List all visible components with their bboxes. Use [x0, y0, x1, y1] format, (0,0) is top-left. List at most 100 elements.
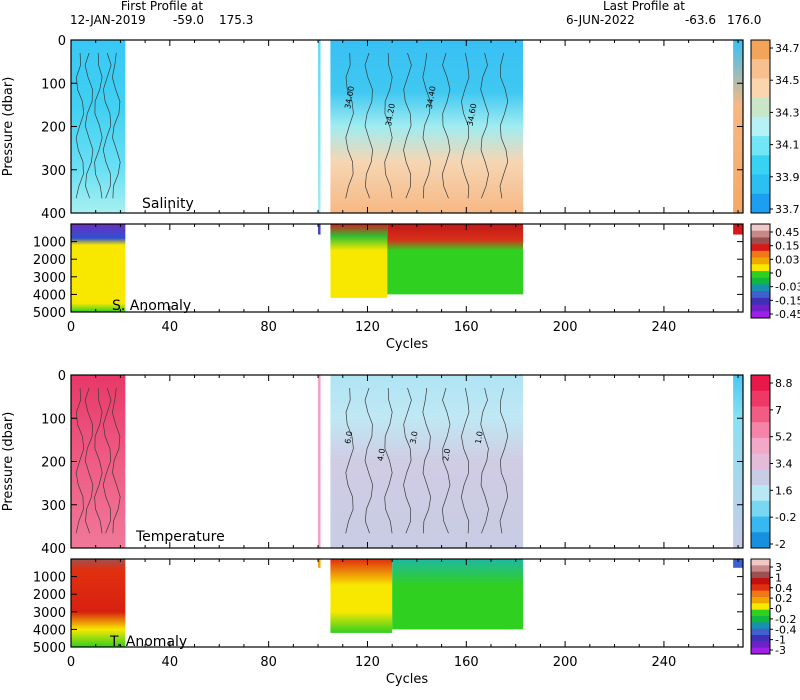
- y-tick-label: 0: [58, 369, 66, 384]
- y-tick-label: 200: [41, 456, 66, 471]
- y-tick-label: 2000: [33, 253, 66, 268]
- colorbar-swatch: [751, 230, 770, 238]
- colorbar-swatch: [751, 590, 770, 598]
- colorbar-swatch: [751, 390, 770, 407]
- y-tick-label: 1000: [33, 571, 66, 586]
- y-tick-label: 300: [41, 499, 66, 514]
- colorbar-swatch: [751, 453, 770, 470]
- contour-line: [422, 387, 432, 534]
- first-profile-lat: -59.0: [173, 13, 204, 27]
- x-tick-label: 200: [553, 655, 578, 670]
- colorbar-label: 5.2: [775, 431, 793, 444]
- salinity-anomaly-segment: [387, 224, 524, 295]
- colorbar-swatch: [751, 277, 770, 285]
- colorbar-label: 0.45: [775, 226, 800, 239]
- contour-line: [364, 387, 374, 534]
- colorbar-label: 0: [775, 603, 782, 616]
- colorbar-swatch: [751, 532, 770, 549]
- colorbar-label: -0.4: [775, 623, 796, 636]
- contour-line: [422, 52, 432, 199]
- colorbar-label: -1: [775, 634, 786, 647]
- colorbar-swatch: [751, 264, 770, 272]
- y-tick-label: 200: [41, 121, 66, 136]
- colorbar-label: 34.7: [775, 42, 800, 55]
- x-tick-label: 0: [67, 655, 75, 670]
- y-tick-label: 3000: [33, 606, 66, 621]
- colorbar-label: 0.15: [775, 240, 800, 253]
- colorbar-label: -0.15: [775, 294, 800, 307]
- contour-line: [84, 52, 94, 199]
- x-tick-label: 80: [260, 320, 277, 335]
- y-tick-label: 3000: [33, 271, 66, 286]
- first-profile-date: 12-JAN-2019: [70, 13, 146, 27]
- contour-line: [403, 387, 412, 534]
- colorbar-swatch: [751, 616, 770, 623]
- temperature-anomaly-segment: [330, 559, 393, 633]
- x-tick-label: 80: [260, 655, 277, 670]
- colorbar-label: 3: [775, 561, 782, 574]
- colorbar-swatch: [751, 647, 770, 655]
- colorbar-label: 0.4: [775, 582, 793, 595]
- colorbar-label: 34.1: [775, 139, 800, 152]
- colorbar-label: 34.5: [775, 74, 800, 87]
- colorbar-swatch: [751, 635, 770, 642]
- salinity-segment: [330, 40, 524, 213]
- colorbar-swatch: [751, 500, 770, 518]
- contour-line: [102, 52, 112, 199]
- colorbar-swatch: [751, 597, 770, 604]
- colorbar-frame: [750, 39, 771, 214]
- y-tick-label: 1000: [33, 236, 66, 251]
- colorbar-swatch: [751, 284, 770, 292]
- colorbar-label: 0.2: [775, 592, 793, 605]
- colorbar-swatch: [751, 193, 770, 214]
- colorbar-swatch: [751, 469, 770, 486]
- panels: 34.0034.2034.4034.600100200300400Pressur…: [1, 34, 800, 687]
- colorbar-swatch: [751, 375, 770, 392]
- last-profile-lat: -63.6: [685, 13, 716, 27]
- colorbar-swatch: [751, 516, 770, 533]
- temperature-anomaly-segment: [318, 559, 321, 568]
- colorbar-label: 33.7: [775, 203, 800, 216]
- colorbar-frame: [750, 223, 771, 319]
- contour-line: [111, 387, 121, 534]
- colorbar-swatch: [751, 250, 770, 259]
- contour-label: 2.0: [441, 448, 452, 462]
- colorbar-frame: [750, 558, 771, 655]
- colorbar-swatch: [751, 174, 770, 195]
- y-tick-label: 400: [41, 207, 66, 222]
- colorbar-swatch: [751, 603, 770, 611]
- contour-line: [441, 52, 451, 199]
- colorbar-swatch: [751, 257, 770, 265]
- colorbar-swatch: [751, 78, 770, 99]
- colorbar-label: 0.03: [775, 253, 800, 266]
- contour-line: [102, 387, 112, 534]
- y-tick-label: 400: [41, 542, 66, 557]
- temperature-anomaly-segment: [71, 559, 126, 647]
- contour-line: [75, 387, 85, 534]
- colorbar-swatch: [751, 406, 770, 423]
- colorbar-label: -0.2: [775, 511, 796, 524]
- contour-label: 34.40: [425, 85, 438, 109]
- y-axis-label: Pressure (dbar): [1, 77, 16, 177]
- header: First Profile at 12-JAN-2019 -59.0 175.3…: [70, 0, 761, 27]
- y-tick-label: 5000: [33, 641, 66, 656]
- contour-line: [403, 52, 412, 199]
- colorbar-label: 8.8: [775, 377, 793, 390]
- contour-label: 6.0: [343, 430, 354, 444]
- colorbar-swatch: [751, 271, 770, 279]
- contour-line: [480, 52, 489, 199]
- salinity-segment: [318, 40, 321, 213]
- y-tick-label: 100: [41, 77, 66, 92]
- colorbar-swatch: [751, 641, 770, 649]
- colorbar-label: 0: [775, 267, 782, 280]
- colorbar-swatch: [751, 224, 770, 232]
- colorbar-label: 1: [775, 571, 782, 584]
- contour-label: 4.0: [376, 448, 387, 462]
- contour-label: 3.0: [409, 430, 420, 444]
- contour-line: [111, 52, 121, 199]
- contour-line: [384, 52, 393, 199]
- temperature-anomaly-frame: [70, 558, 744, 648]
- y-axis-label: Pressure (dbar): [1, 412, 16, 512]
- colorbar-label: 7: [775, 404, 782, 417]
- salinity-anomaly-segment: [71, 224, 126, 312]
